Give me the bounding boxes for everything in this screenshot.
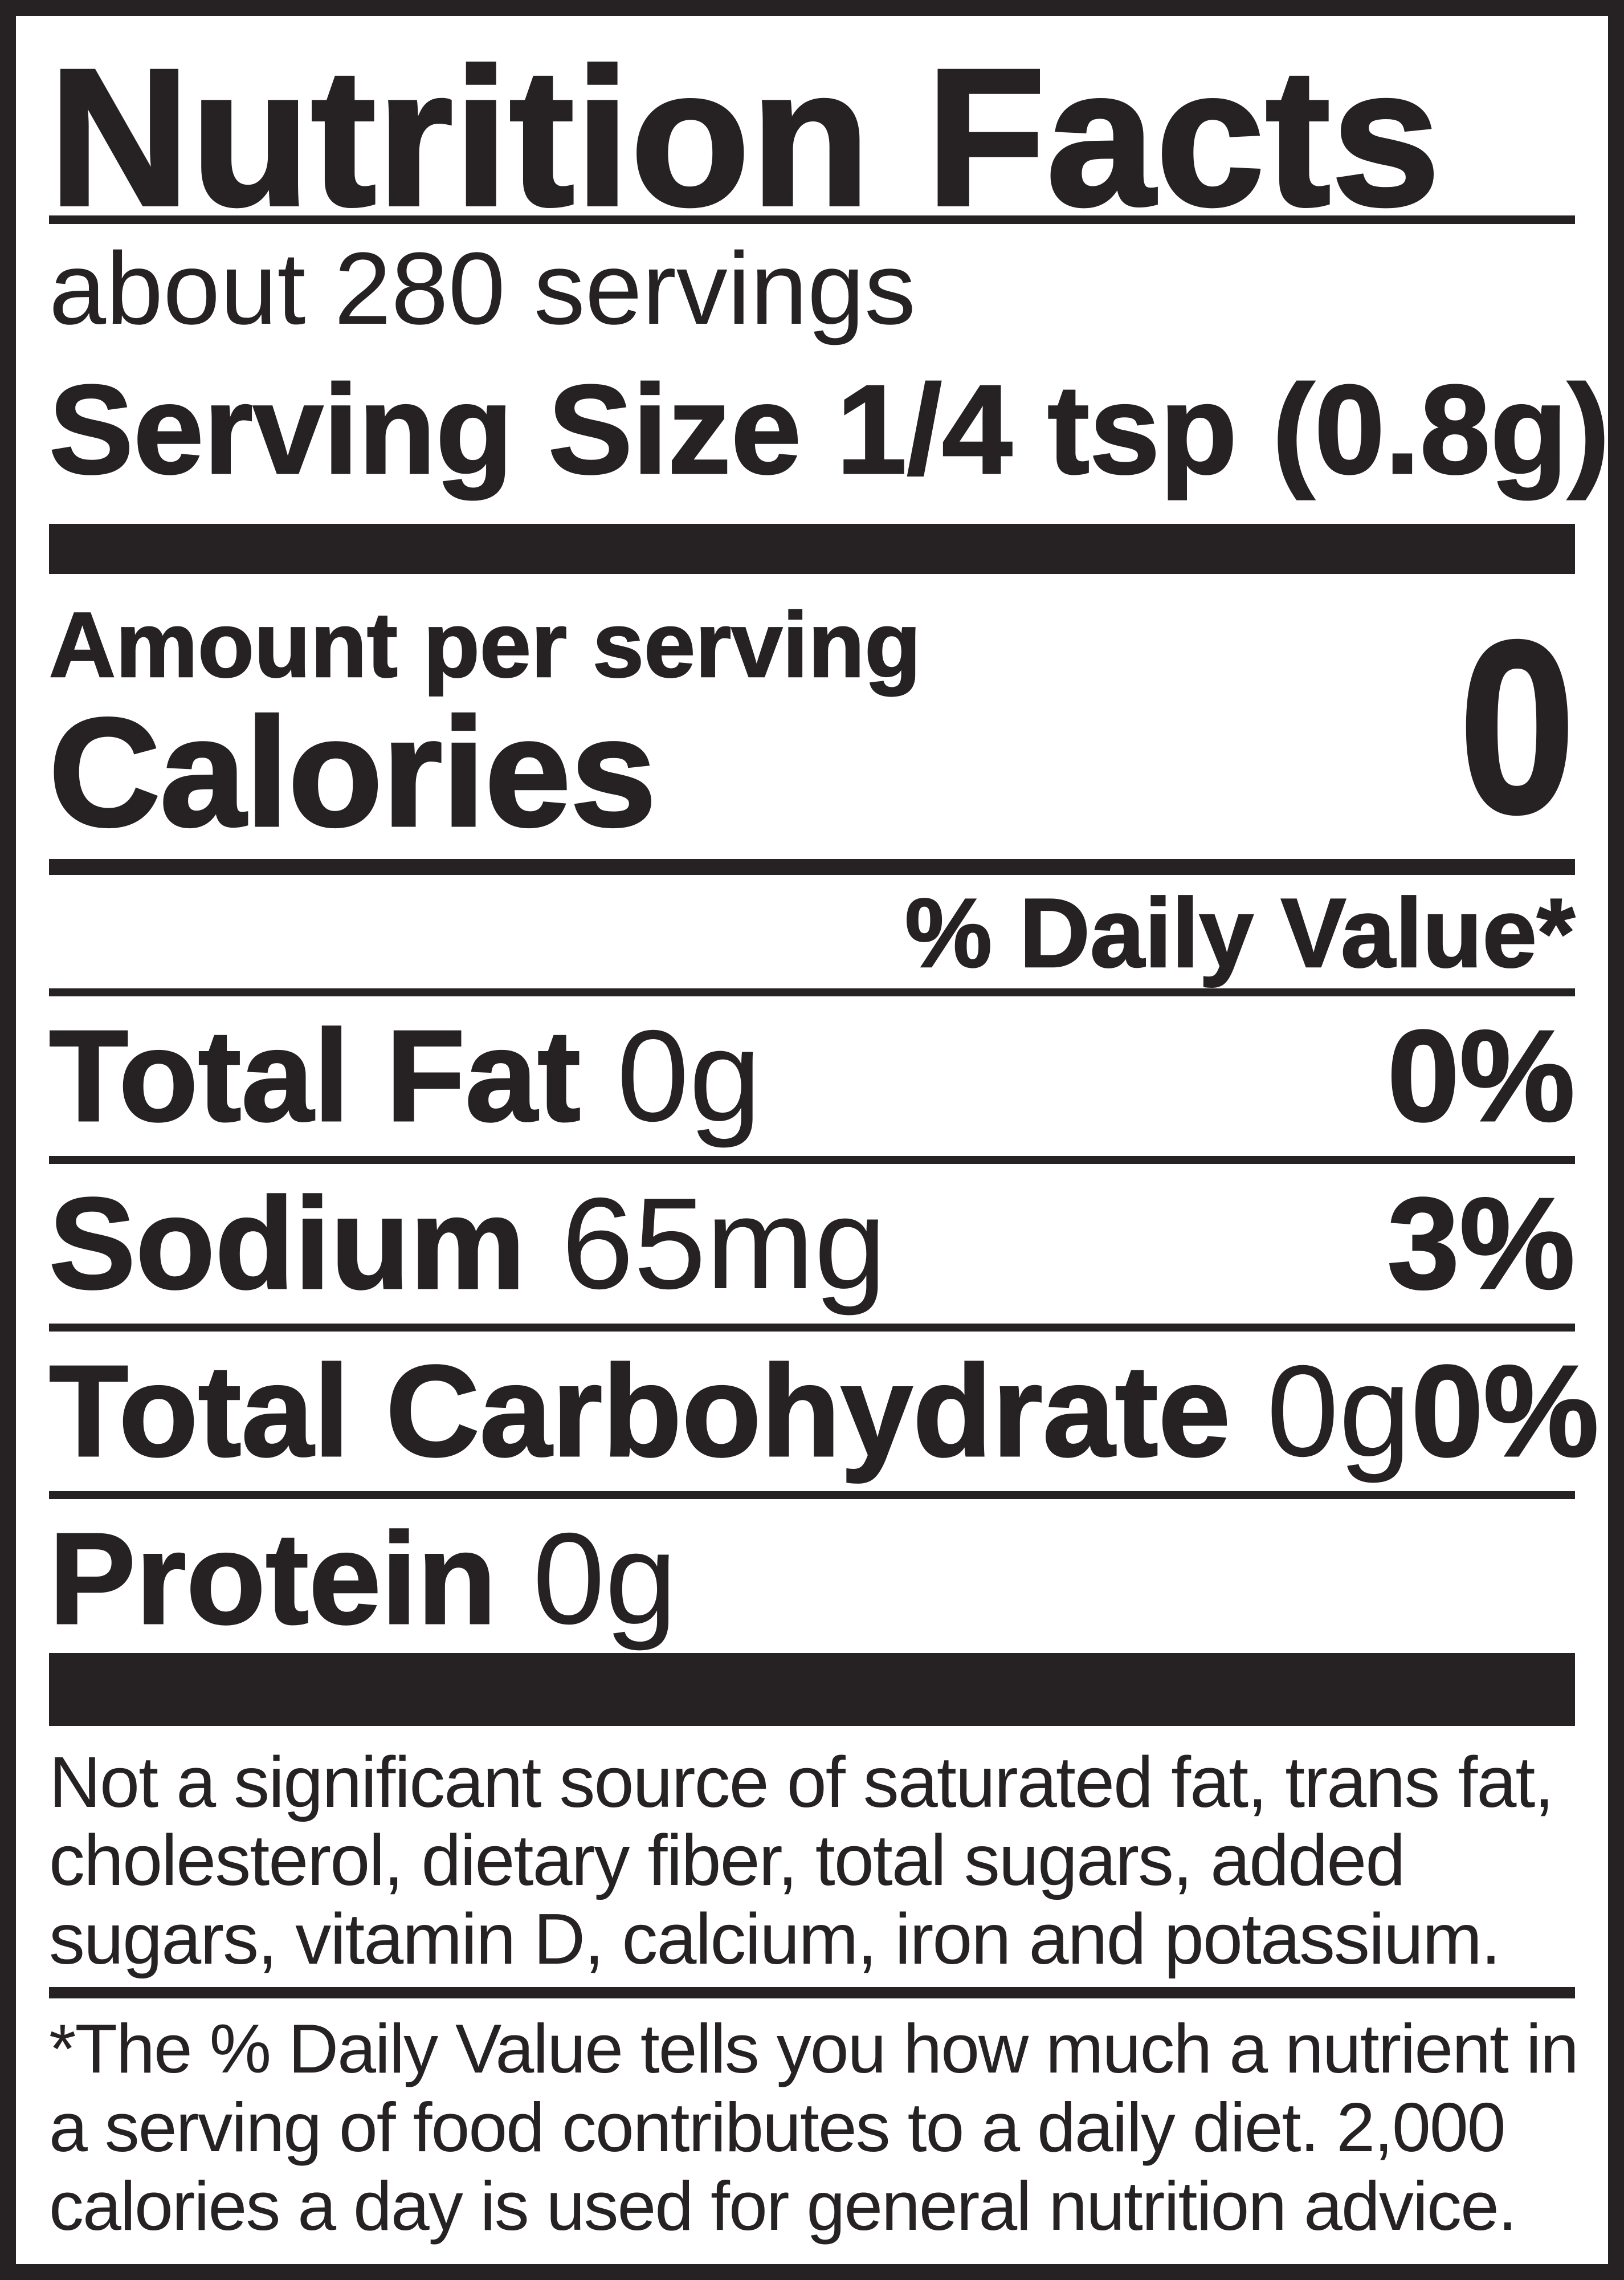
calories-label: Calories bbox=[48, 686, 658, 858]
nutrient-name: Total Fat bbox=[48, 1004, 581, 1149]
daily-value-header: % Daily Value* bbox=[904, 878, 1576, 988]
table-row-protein: Protein 0g bbox=[48, 1499, 1575, 1647]
nutrient-daily-value: 0% bbox=[1386, 1004, 1576, 1149]
nutrient-amount bbox=[1230, 1339, 1266, 1484]
not-significant-note: Not a significant source of saturated fa… bbox=[49, 1743, 1575, 1978]
nutrient-cell: Protein 0g bbox=[48, 1513, 677, 1645]
table-row-total-carbohydrate: Total Carbohydrate 0g 0% bbox=[48, 1332, 1599, 1499]
nutrient-daily-value: 3% bbox=[1386, 1171, 1576, 1316]
table-row-total-fat: Total Fat 0g 0% bbox=[48, 996, 1576, 1164]
thick-bar-bottom bbox=[49, 1653, 1575, 1726]
footnote-line: calories a day is used for general nutri… bbox=[49, 2167, 1517, 2245]
nutrient-cell: Sodium 65mg bbox=[48, 1178, 887, 1310]
note-line: Not a significant source of saturated fa… bbox=[49, 1742, 1554, 1822]
nutrient-amount-value: 0g bbox=[617, 1004, 762, 1149]
calories-value: 0 bbox=[1458, 590, 1576, 864]
nutrient-cell: Total Carbohydrate 0g bbox=[48, 1346, 1411, 1477]
divider-above-footnote bbox=[49, 1986, 1575, 1998]
serving-size: Serving Size 1/4 tsp (0.8g) bbox=[48, 359, 1610, 502]
footnote-line: a serving of food contributes to a daily… bbox=[49, 2088, 1506, 2166]
table-row-sodium: Sodium 65mg 3% bbox=[48, 1164, 1576, 1332]
nutrient-cell: Total Fat 0g bbox=[48, 1011, 761, 1142]
amount-per-serving-label: Amount per serving bbox=[48, 593, 922, 697]
divider-under-dv-header bbox=[49, 988, 1575, 996]
nutrient-daily-value: 0% bbox=[1410, 1339, 1600, 1484]
note-line: sugars, vitamin D, calcium, iron and pot… bbox=[49, 1898, 1501, 1979]
nutrient-name: Protein bbox=[48, 1507, 497, 1651]
calories-section: Amount per serving Calories 0 bbox=[48, 590, 1577, 864]
note-line: cholesterol, dietary fiber, total sugars… bbox=[49, 1820, 1405, 1901]
nutrient-amount-value: 65mg bbox=[561, 1171, 887, 1316]
thick-bar-top bbox=[49, 523, 1575, 574]
page-title: Nutrition Facts bbox=[47, 28, 1442, 246]
nutrient-amount bbox=[496, 1507, 532, 1651]
nutrient-amount bbox=[581, 1004, 617, 1149]
servings-per-container: about 280 servings bbox=[49, 231, 916, 346]
divider-under-title bbox=[49, 215, 1575, 224]
footnote-line: *The % Daily Value tells you how much a … bbox=[49, 2009, 1579, 2087]
daily-value-footnote: *The % Daily Value tells you how much a … bbox=[49, 2009, 1579, 2246]
nutrient-name: Sodium bbox=[48, 1171, 527, 1316]
divider-under-calories bbox=[49, 858, 1575, 875]
nutrient-name: Total Carbohydrate bbox=[48, 1339, 1231, 1484]
nutrient-amount-value: 0g bbox=[532, 1507, 678, 1651]
nutrient-amount bbox=[525, 1171, 561, 1316]
nutrient-amount-value: 0g bbox=[1266, 1339, 1411, 1484]
